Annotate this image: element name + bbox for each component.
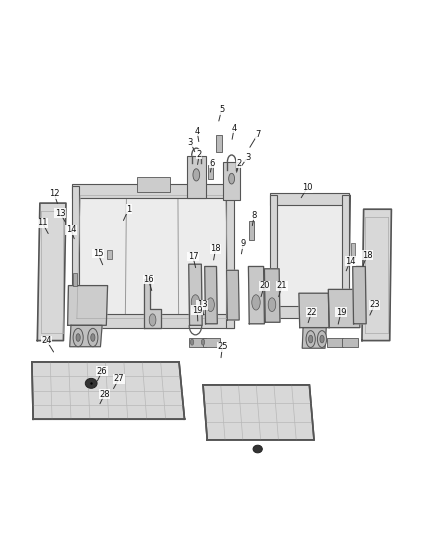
Text: 19: 19 bbox=[192, 305, 202, 314]
Bar bbox=[137, 177, 170, 192]
Bar bbox=[72, 184, 227, 198]
Text: 9: 9 bbox=[241, 239, 246, 248]
Text: 4: 4 bbox=[232, 124, 237, 133]
Text: 7: 7 bbox=[255, 130, 260, 139]
Text: 11: 11 bbox=[37, 219, 48, 228]
Polygon shape bbox=[72, 187, 234, 328]
Circle shape bbox=[320, 335, 324, 343]
Text: 18: 18 bbox=[210, 245, 221, 253]
Circle shape bbox=[88, 328, 98, 346]
Text: 14: 14 bbox=[345, 257, 356, 265]
Text: 10: 10 bbox=[302, 183, 313, 192]
Circle shape bbox=[308, 335, 313, 343]
Text: 27: 27 bbox=[113, 374, 124, 383]
Text: 5: 5 bbox=[219, 106, 224, 115]
Circle shape bbox=[76, 334, 80, 341]
Circle shape bbox=[149, 314, 156, 326]
Bar bbox=[187, 156, 205, 198]
Polygon shape bbox=[144, 279, 161, 328]
Bar bbox=[342, 337, 358, 346]
Text: 20: 20 bbox=[259, 281, 270, 290]
Polygon shape bbox=[189, 264, 202, 325]
Polygon shape bbox=[37, 203, 66, 341]
Bar bbox=[72, 314, 234, 328]
Bar bbox=[328, 337, 343, 346]
Bar bbox=[350, 243, 355, 256]
Bar bbox=[226, 187, 234, 328]
Polygon shape bbox=[67, 286, 108, 325]
Text: 14: 14 bbox=[66, 225, 76, 235]
Text: 23: 23 bbox=[369, 300, 380, 309]
Circle shape bbox=[91, 334, 95, 341]
Polygon shape bbox=[270, 196, 350, 318]
Circle shape bbox=[318, 330, 327, 348]
Polygon shape bbox=[70, 325, 102, 346]
Circle shape bbox=[207, 298, 214, 312]
Circle shape bbox=[201, 339, 205, 345]
Polygon shape bbox=[302, 328, 326, 348]
Text: 28: 28 bbox=[99, 390, 110, 399]
Ellipse shape bbox=[253, 445, 262, 453]
Bar bbox=[270, 193, 349, 205]
Text: 22: 22 bbox=[306, 308, 317, 317]
Polygon shape bbox=[32, 362, 184, 419]
Text: 8: 8 bbox=[252, 211, 257, 220]
Bar bbox=[73, 273, 77, 286]
Polygon shape bbox=[328, 289, 360, 328]
Bar bbox=[189, 337, 205, 346]
Circle shape bbox=[306, 330, 315, 348]
Text: 6: 6 bbox=[210, 159, 215, 168]
Polygon shape bbox=[248, 266, 265, 324]
Text: 16: 16 bbox=[143, 275, 154, 284]
Circle shape bbox=[193, 169, 200, 181]
Text: 3: 3 bbox=[245, 153, 250, 162]
Text: 18: 18 bbox=[362, 251, 372, 260]
Text: 26: 26 bbox=[97, 367, 107, 376]
Polygon shape bbox=[226, 270, 239, 320]
Text: 2: 2 bbox=[237, 159, 242, 168]
Bar bbox=[203, 337, 220, 346]
Circle shape bbox=[191, 295, 200, 310]
Text: 13: 13 bbox=[197, 300, 208, 309]
Polygon shape bbox=[299, 293, 329, 328]
Polygon shape bbox=[353, 266, 366, 324]
Circle shape bbox=[229, 173, 235, 184]
Circle shape bbox=[73, 328, 83, 346]
Bar bbox=[223, 162, 240, 200]
Text: 17: 17 bbox=[187, 252, 198, 261]
Bar bbox=[107, 249, 112, 259]
Bar bbox=[270, 306, 349, 318]
Polygon shape bbox=[205, 266, 217, 324]
Text: 12: 12 bbox=[49, 189, 60, 198]
Text: 4: 4 bbox=[194, 127, 200, 136]
Text: 3: 3 bbox=[188, 138, 193, 147]
Text: 19: 19 bbox=[336, 308, 346, 317]
Text: 24: 24 bbox=[41, 336, 52, 345]
Text: 1: 1 bbox=[126, 205, 131, 214]
Bar bbox=[208, 165, 213, 179]
Circle shape bbox=[191, 339, 194, 345]
Text: 21: 21 bbox=[277, 281, 287, 290]
Bar bbox=[72, 187, 79, 328]
Text: 25: 25 bbox=[217, 342, 228, 351]
Bar bbox=[216, 135, 222, 152]
Bar bbox=[342, 196, 349, 318]
Text: 2: 2 bbox=[197, 150, 202, 159]
Bar bbox=[270, 196, 277, 318]
Bar bbox=[249, 221, 254, 240]
Polygon shape bbox=[362, 209, 392, 341]
Polygon shape bbox=[265, 269, 280, 322]
Text: 13: 13 bbox=[55, 208, 65, 217]
Circle shape bbox=[268, 298, 276, 312]
Circle shape bbox=[252, 295, 260, 310]
Ellipse shape bbox=[85, 378, 97, 389]
Text: 15: 15 bbox=[93, 249, 103, 258]
Polygon shape bbox=[203, 385, 314, 440]
